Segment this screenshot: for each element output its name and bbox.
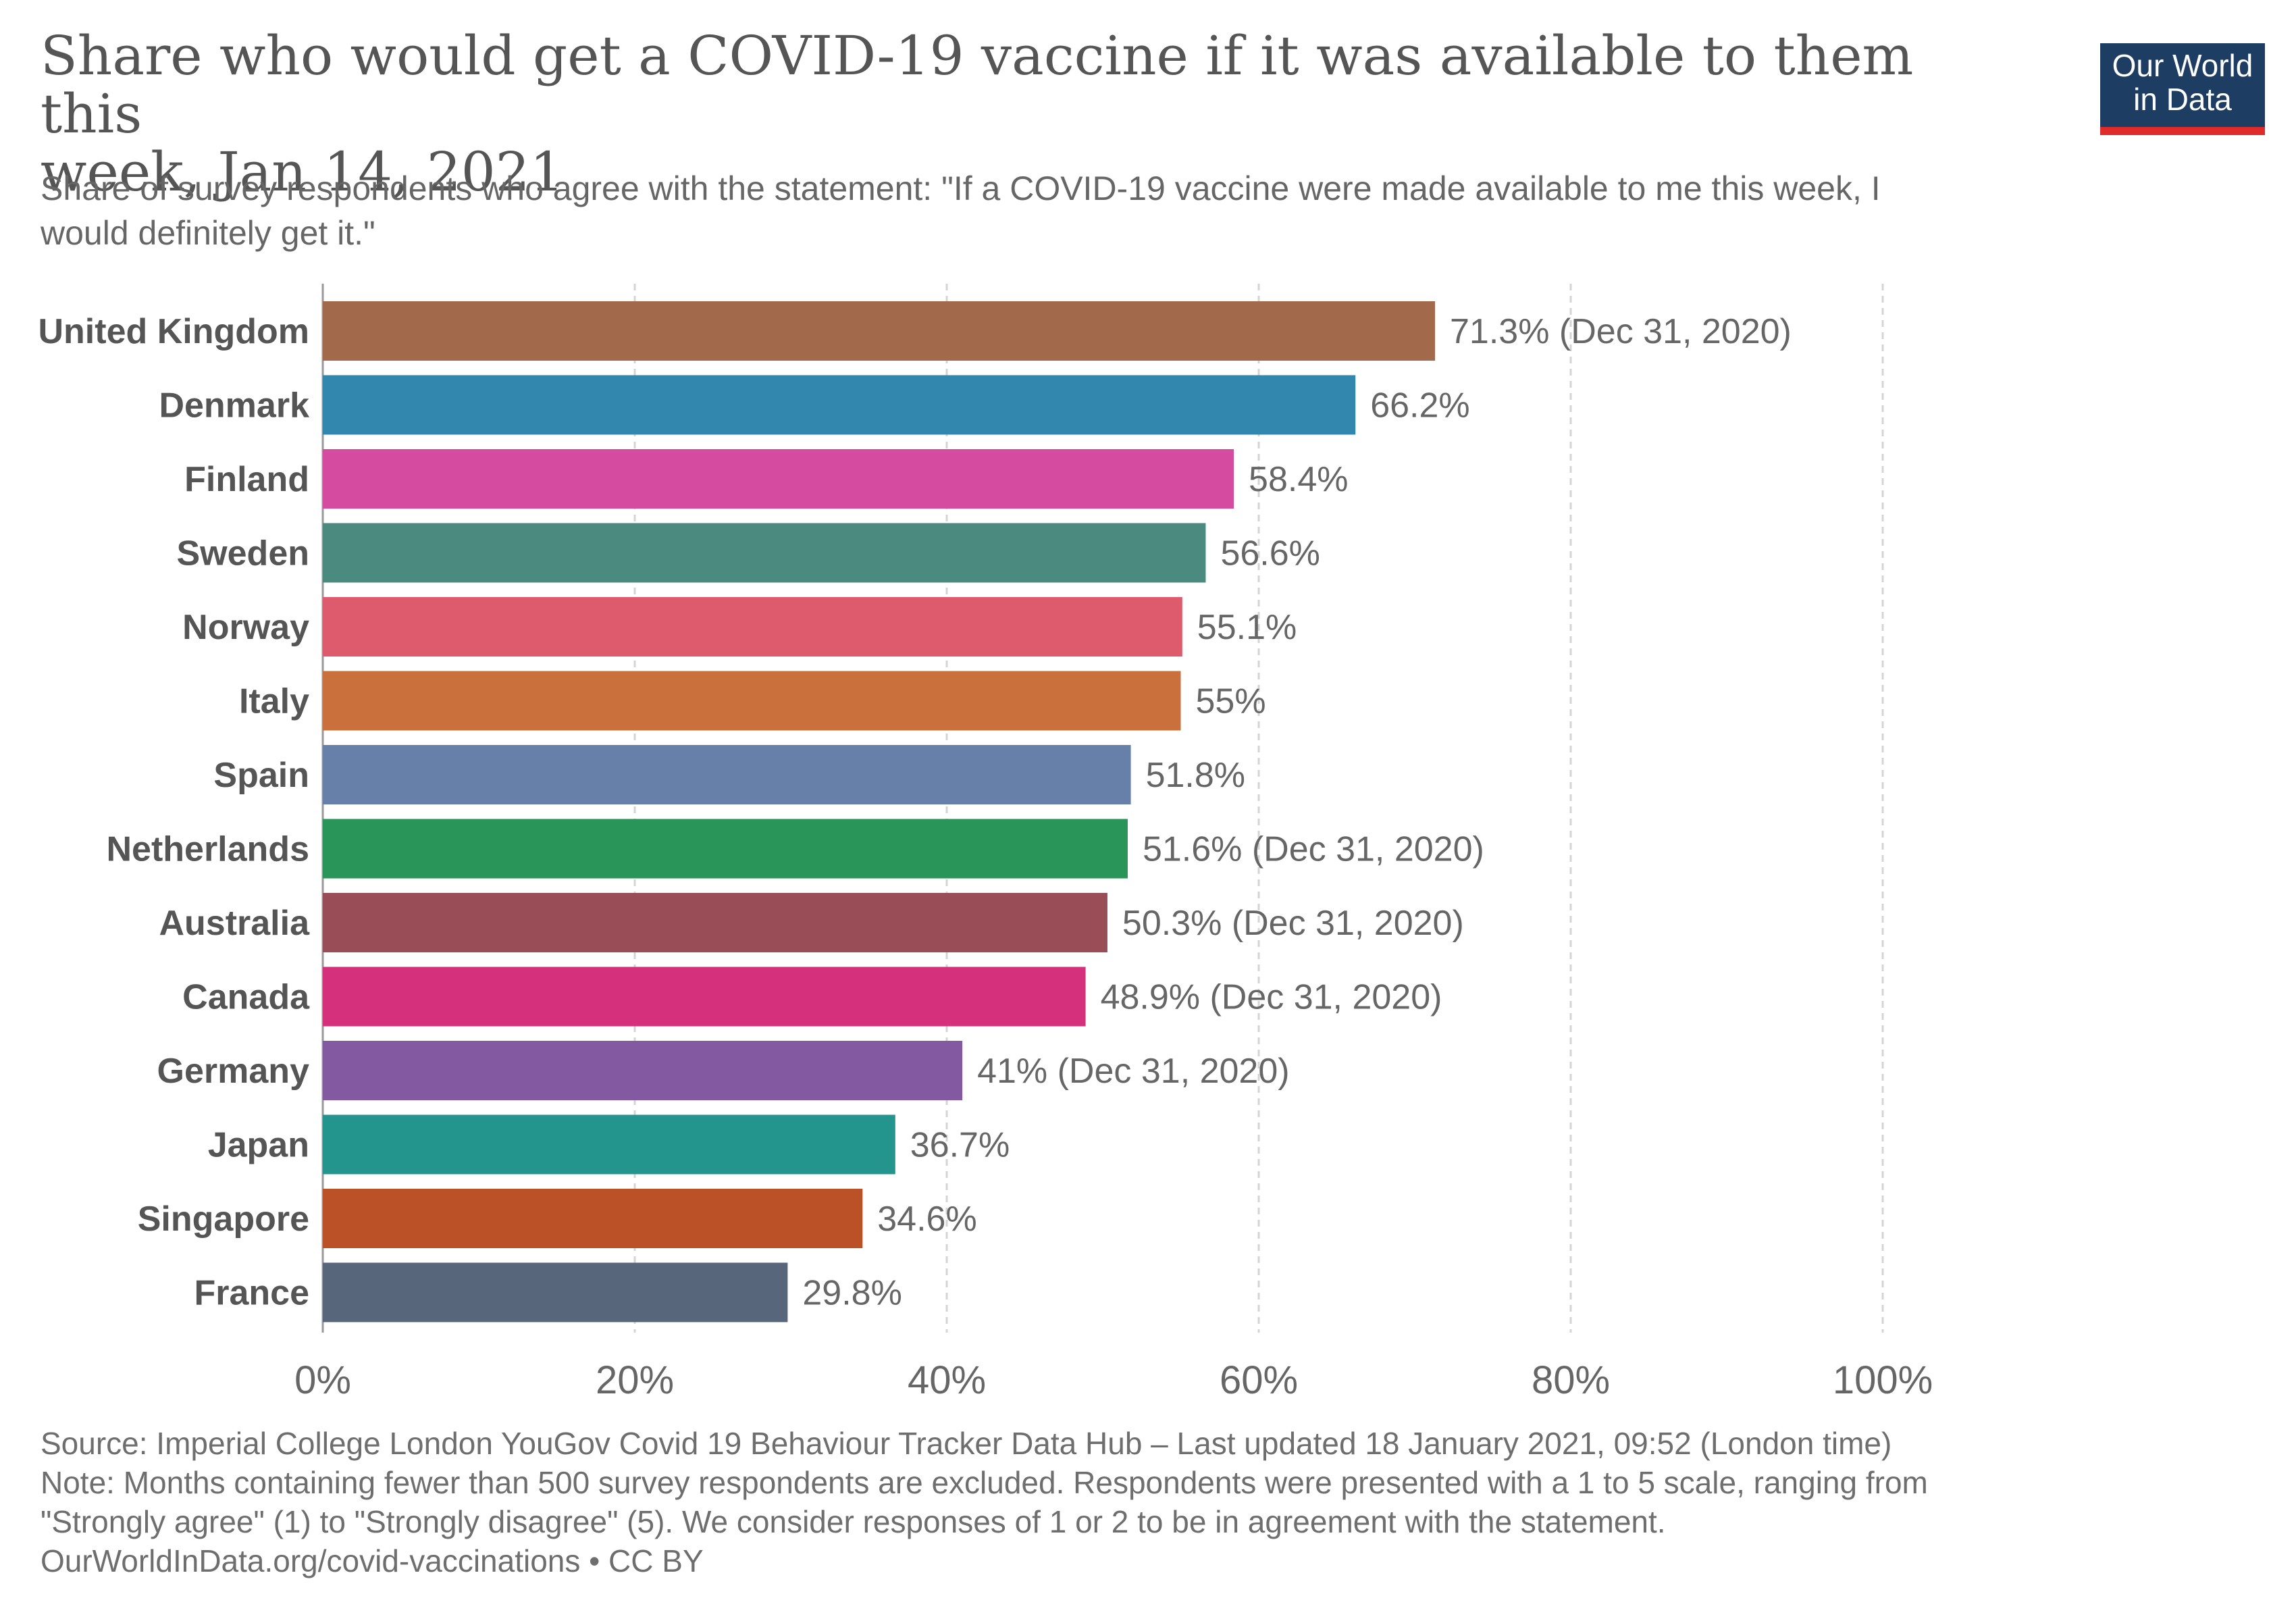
our-world-in-data-logo[interactable]: Our World in Data (2100, 43, 2265, 135)
country-label: Singapore (138, 1200, 309, 1239)
chart-subtitle: Share of survey respondents who agree wi… (41, 166, 2168, 255)
data-label: 55% (1196, 682, 1266, 721)
country-label: United Kingdom (38, 312, 309, 351)
bar (323, 597, 1182, 657)
country-label: Germany (157, 1052, 310, 1091)
x-tick-label: 20% (596, 1358, 674, 1402)
bar (323, 745, 1131, 804)
bar (323, 375, 1356, 435)
data-label: 29.8% (802, 1274, 902, 1313)
bar (323, 523, 1206, 583)
logo-line-2: in Data (2133, 82, 2232, 117)
country-label: Australia (159, 904, 310, 943)
chart-footer: Source: Imperial College London YouGov C… (41, 1424, 2269, 1580)
country-label: Norway (182, 608, 309, 647)
x-tick-label: 60% (1220, 1358, 1298, 1402)
chart-title-line-1: Share who would get a COVID-19 vaccine i… (41, 24, 1914, 145)
country-label: Japan (208, 1126, 309, 1165)
bar (323, 1114, 895, 1175)
data-label: 55.1% (1197, 608, 1297, 647)
data-label: 50.3% (Dec 31, 2020) (1122, 904, 1464, 943)
country-label: Netherlands (106, 830, 309, 869)
data-label: 36.7% (910, 1126, 1010, 1165)
footer-url[interactable]: OurWorldInData.org/covid-vaccinations • … (41, 1543, 704, 1578)
country-label: Italy (239, 682, 309, 721)
country-label: Sweden (177, 534, 310, 573)
note-line-1: Note: Months containing fewer than 500 s… (41, 1465, 1928, 1500)
x-tick-label: 0% (294, 1358, 351, 1402)
data-label: 51.8% (1146, 756, 1245, 795)
data-label: 51.6% (Dec 31, 2020) (1143, 830, 1484, 869)
x-tick-label: 80% (1532, 1358, 1610, 1402)
bar (323, 893, 1107, 952)
bar (323, 1041, 963, 1100)
data-label: 71.3% (Dec 31, 2020) (1450, 312, 1792, 351)
data-label: 41% (Dec 31, 2020) (977, 1052, 1290, 1091)
data-label: 58.4% (1249, 460, 1348, 499)
bar (323, 671, 1181, 731)
note-line-2: "Strongly agree" (1) to "Strongly disagr… (41, 1504, 1666, 1539)
data-label: 56.6% (1220, 534, 1320, 573)
chart-subtitle-line-2: would definitely get it." (41, 214, 375, 252)
chart-title: Share who would get a COVID-19 vaccine i… (41, 27, 1999, 201)
country-label: Canada (182, 978, 310, 1017)
bar (323, 967, 1086, 1027)
source-note: Source: Imperial College London YouGov C… (41, 1426, 1892, 1461)
chart-subtitle-line-1: Share of survey respondents who agree wi… (41, 170, 1881, 207)
x-tick-label: 100% (1833, 1358, 1933, 1402)
bar-chart: 0% 20% 40% 60% 80% 100% United Kingdom 71.3% (D… (38, 284, 1933, 1402)
bar (323, 449, 1234, 509)
bar (323, 1189, 863, 1248)
data-label: 48.9% (Dec 31, 2020) (1101, 978, 1442, 1017)
bar (323, 301, 1436, 361)
country-label: France (194, 1274, 309, 1313)
data-label: 66.2% (1370, 386, 1469, 426)
country-label: Spain (213, 756, 309, 795)
bar (323, 819, 1128, 879)
x-tick-label: 40% (908, 1358, 986, 1402)
logo-line-1: Our World (2112, 48, 2253, 83)
country-label: Finland (184, 460, 309, 499)
bar (323, 1262, 788, 1322)
data-label: 34.6% (877, 1200, 976, 1239)
country-label: Denmark (159, 386, 309, 426)
chart-title-line-2: week, Jan 14, 2021 (41, 140, 565, 203)
